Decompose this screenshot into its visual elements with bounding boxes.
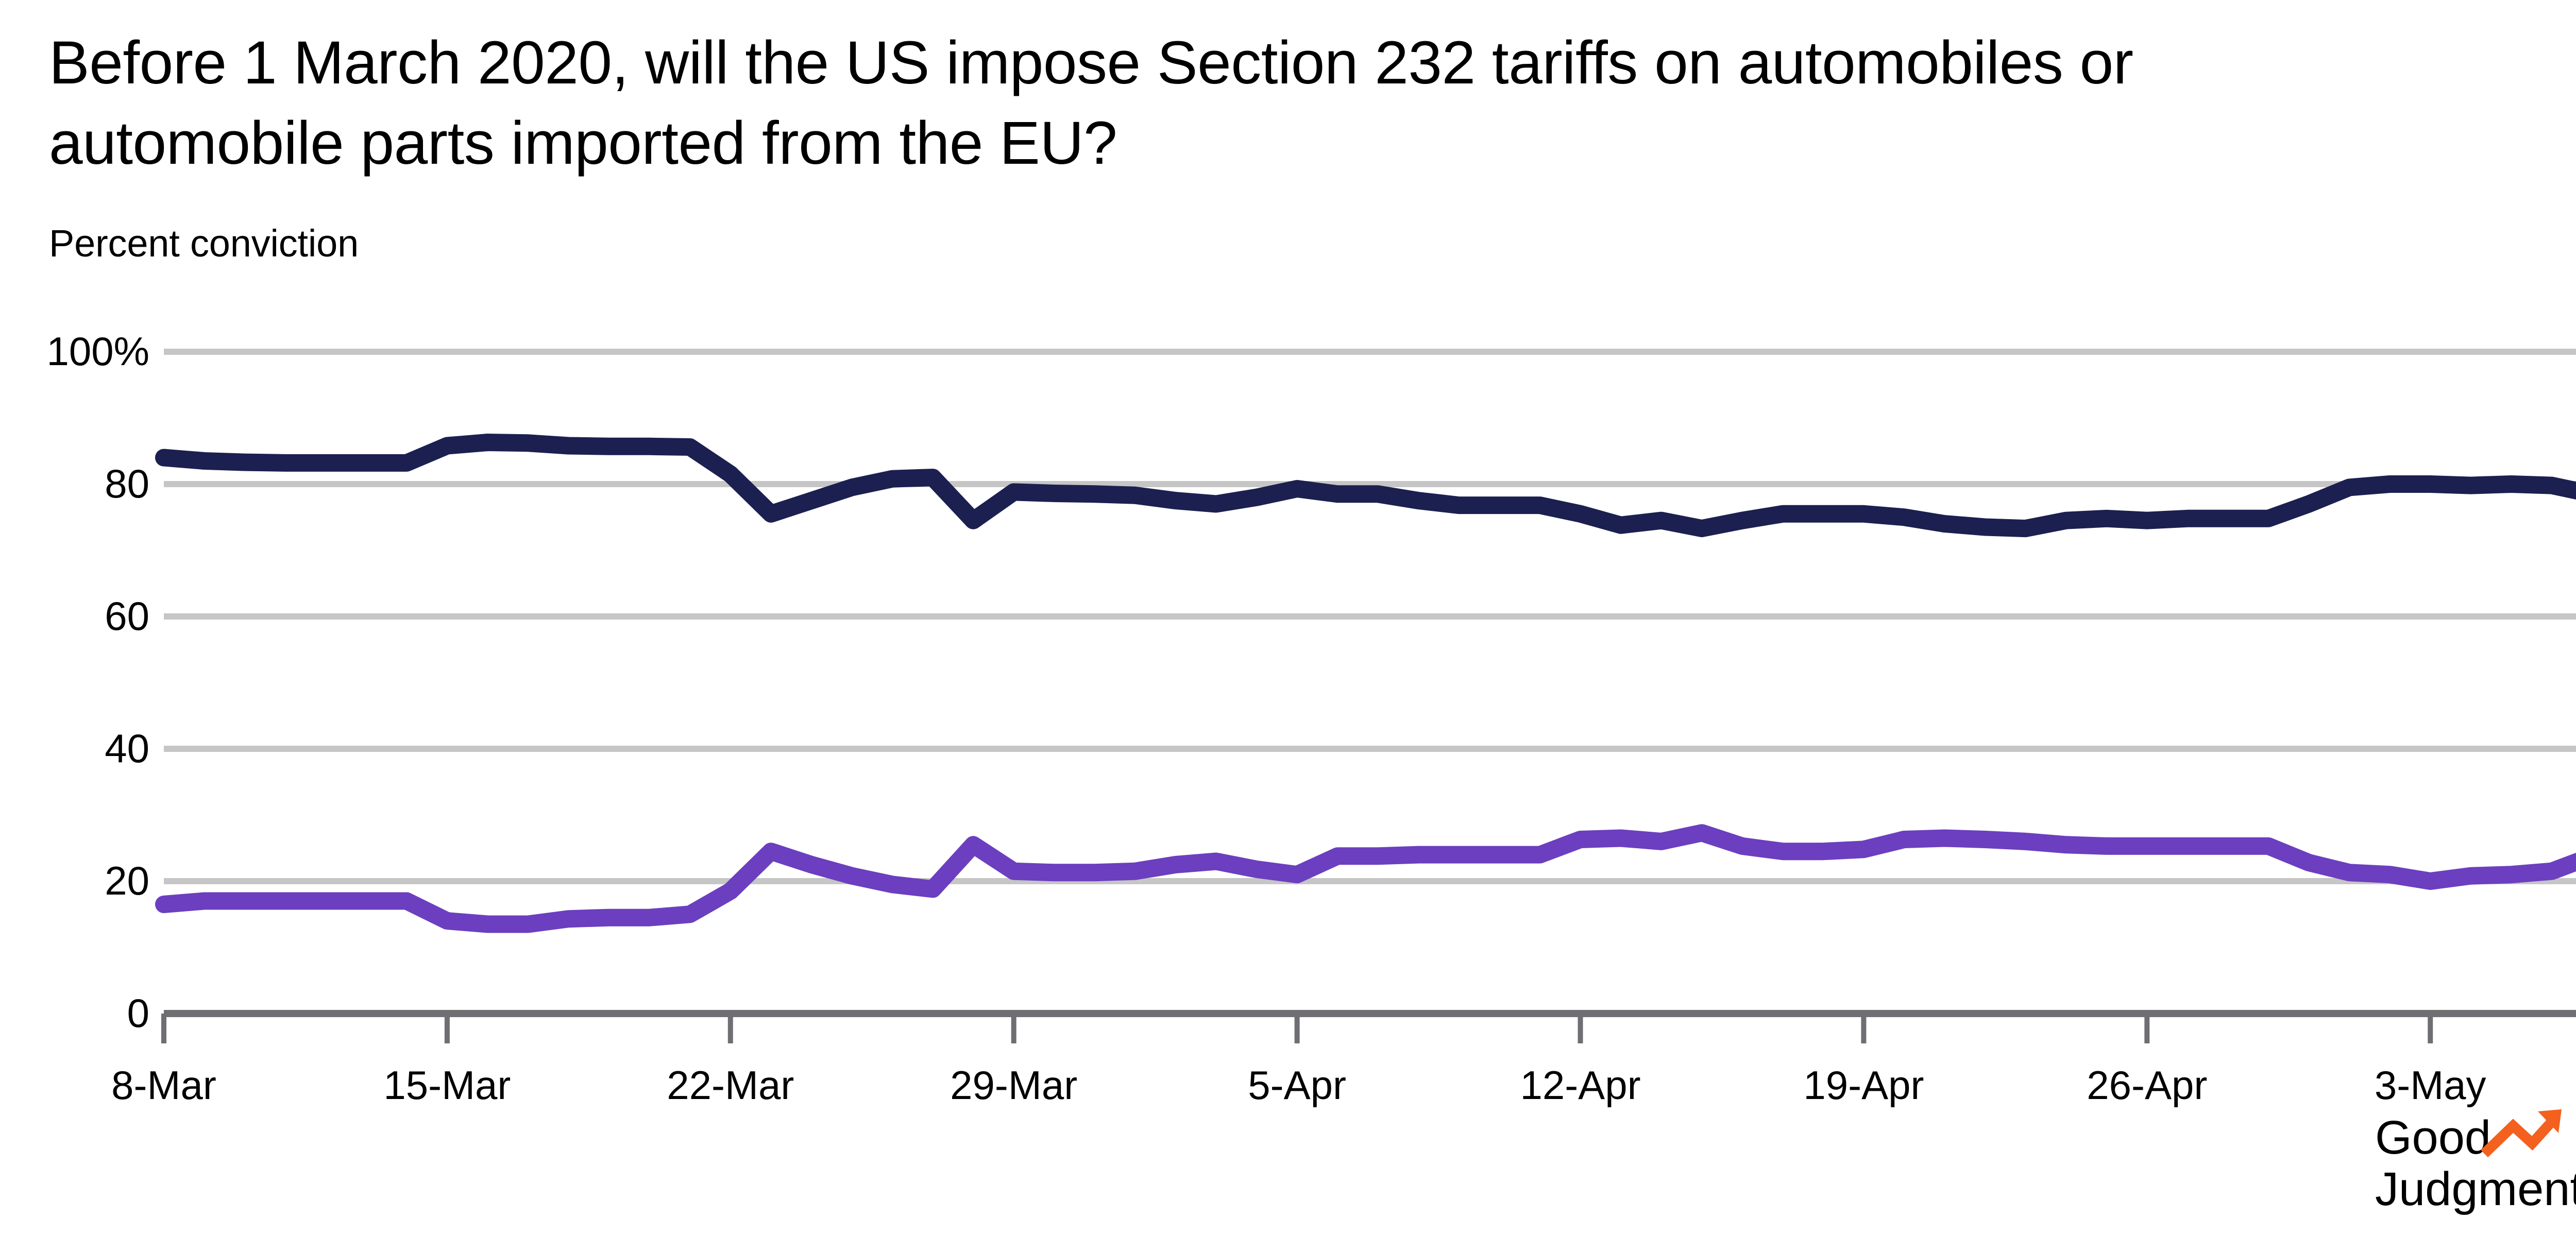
gj-logo-arrow-line [2481,1113,2561,1158]
x-axis-label-3-may: 3-May [2374,1062,2486,1108]
x-axis-label-5-apr: 5-Apr [1248,1062,1346,1108]
series-lines-group [155,434,2576,933]
x-axis-label-19-apr: 19-Apr [1803,1062,1924,1108]
x-axis-label-12-apr: 12-Apr [1520,1062,1641,1108]
x-axis-label-22-mar: 22-Mar [667,1062,794,1108]
chart-subtitle: Percent conviction [49,222,359,265]
x-axis-label-15-mar: 15-Mar [383,1062,511,1108]
logo-row: Good Judgment eg x [2375,1097,2576,1226]
y-axis-label-100: 100% [46,329,150,374]
x-axis-label-26-apr: 26-Apr [2087,1062,2208,1108]
y-axis-label-60: 60 [105,593,149,639]
page-title-line-2: automobile parts imported from the EU? [49,109,1117,177]
page-title-line-1: Before 1 March 2020, will the US impose … [49,29,2133,97]
gj-logo-judgment: Judgment [2375,1163,2576,1215]
x-axis-label-29-mar: 29-Mar [950,1062,1078,1108]
chart-title-block: Before 1 March 2020, will the US impose … [49,23,2576,184]
gj-logo-arrow-head [2538,1109,2562,1133]
x-axis-label-8-mar: 8-Mar [111,1062,216,1108]
gj-logo-good: Good [2375,1111,2491,1164]
y-axis-label-80: 80 [105,461,149,506]
y-axis-label-0: 0 [127,990,149,1036]
series-line-no [155,434,2576,538]
gridlines-group [164,349,2576,884]
good-judgment-logo: Good Judgment [2375,1109,2576,1215]
y-axis-label-40: 40 [105,726,149,771]
series-line-yes [155,824,2576,933]
x-tick-marks-group [161,1014,2433,1043]
y-axis-label-20: 20 [105,858,149,903]
